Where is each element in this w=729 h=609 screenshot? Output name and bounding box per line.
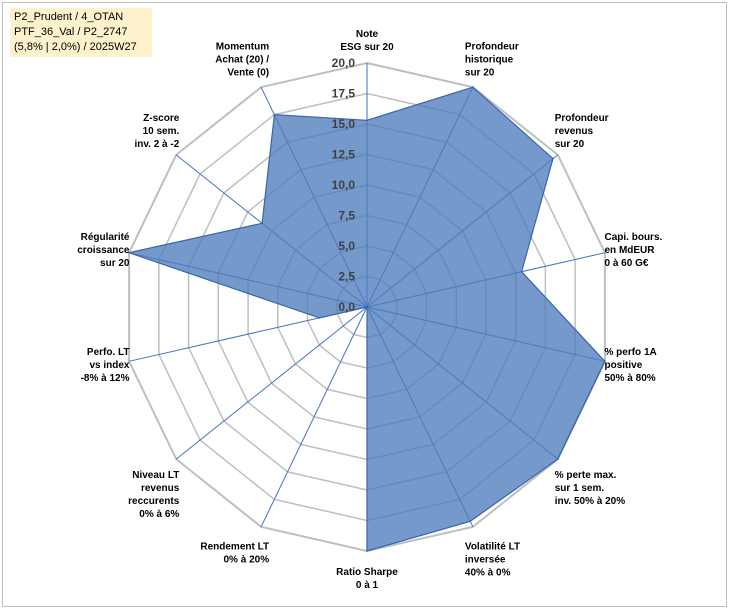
data-point [604,360,606,363]
axis-label-line: Profondeur [465,42,519,53]
data-point [128,251,130,254]
axis-label: Note ESG sur 20 [340,29,394,53]
axis-label-line: Z-score [143,113,180,124]
axis-label-line: 10 sem. [143,126,180,137]
axis-label-line: 0 à 1 [356,580,379,591]
axis-label-line: Niveau LT [132,470,179,481]
axis-label-line: 0 à 60 G€ [605,258,649,269]
axis-label-line: sur 1 sem. [555,483,605,494]
axis-label: Rendement LT 0% à 20% [200,541,269,565]
tick-label: 2,5 [338,270,355,284]
axis-label-line: 50% à 80% [605,373,656,384]
tick-label: 12,5 [332,148,356,162]
tick-label: 17,5 [332,87,356,101]
axis-label-line: Perfo. LT [87,347,130,358]
axis-label-line: 0% à 20% [224,554,270,565]
axis-label: Ratio Sharpe 0 à 1 [336,567,398,591]
axis-label-line: % perte max. [555,470,617,481]
axis-label-line: Rendement LT [200,541,269,552]
axis-label-line: vs index [89,360,129,371]
axis-label-line: Ratio Sharpe [336,567,398,578]
axis-label-line: Note [356,29,379,40]
axis-spoke [260,306,368,528]
axis-label-line: revenus [141,483,180,494]
data-point [469,520,472,523]
axis-label: Capi. bours. en MdEUR 0 à 60 G€ [605,232,663,269]
tick-label: 15,0 [332,117,356,131]
axis-label-line: Capi. bours. [605,232,663,243]
tick-label: 20,0 [332,56,356,70]
data-point [520,270,523,273]
axis-label: % perte max. sur 1 sem. inv. 50% à 20% [555,470,626,507]
series-area [126,86,606,552]
axis-label-line: Volatilité LT [465,541,520,552]
axis-label: % perfo 1A positive 50% à 80% [605,347,657,384]
data-point [366,119,368,122]
axis-label-line: en MdEUR [605,245,656,256]
data-point [366,550,368,552]
data-point [557,458,559,460]
axis-label-line: sur 20 [555,139,585,150]
axis-label-line: sur 20 [465,68,495,79]
axis-label: Régularité croissance sur 20 [77,232,130,269]
axis-label-line: -8% à 12% [81,373,130,384]
info-line-3: (5,8% | 2,0%) / 2025W27 [14,41,137,53]
axis-label: Momentum Achat (20) / Vente (0) [215,42,269,79]
axis-label-line: Régularité [81,232,130,243]
axis-label-line: positive [605,360,643,371]
axis-label-line: inv. 2 à -2 [134,139,179,150]
axis-label-line: Achat (20) / [215,55,269,66]
axis-label-line: sur 20 [100,258,130,269]
axis-label: Profondeur revenus sur 20 [555,113,609,150]
axis-label-line: Profondeur [555,113,609,124]
axis-label-line: reccurents [128,496,180,507]
tick-label: 5,0 [338,239,355,253]
axis-label-line: Momentum [216,42,269,53]
data-point [273,113,276,116]
axis-label: Perfo. LT vs index -8% à 12% [81,347,130,384]
data-point [472,86,474,88]
axis-label-line: inversée [465,554,506,565]
data-point [318,317,321,319]
axis-label-line: % perfo 1A [605,347,657,358]
axis-label-line: croissance [77,245,130,256]
info-line-2: PTF_36_Val / P2_2747 [14,26,128,38]
data-point [261,222,263,225]
info-line-1: P2_Prudent / 4_OTAN [14,11,124,23]
axis-label: Z-score 10 sem. inv. 2 à -2 [134,113,179,150]
axis-label-line: 0% à 6% [139,509,179,520]
axis-label-line: 40% à 0% [465,567,511,578]
axis-label-line: historique [465,55,514,66]
data-point [552,157,554,160]
data-point [366,306,368,308]
axis-spoke [175,306,368,460]
axis-label-line: Vente (0) [227,68,269,79]
axis-label: Niveau LT revenus reccurents 0% à 6% [128,470,180,520]
tick-label: 0,0 [338,300,355,314]
axis-label-line: revenus [555,126,594,137]
info-box: P2_Prudent / 4_OTAN PTF_36_Val / P2_2747… [10,8,152,57]
axis-label-line: ESG sur 20 [340,42,394,53]
axis-label: Profondeur historique sur 20 [465,42,519,79]
tick-label: 10,0 [332,178,356,192]
axis-label-line: inv. 50% à 20% [555,496,626,507]
tick-label: 7,5 [338,209,355,223]
axis-label: Volatilité LT inversée 40% à 0% [465,541,520,578]
